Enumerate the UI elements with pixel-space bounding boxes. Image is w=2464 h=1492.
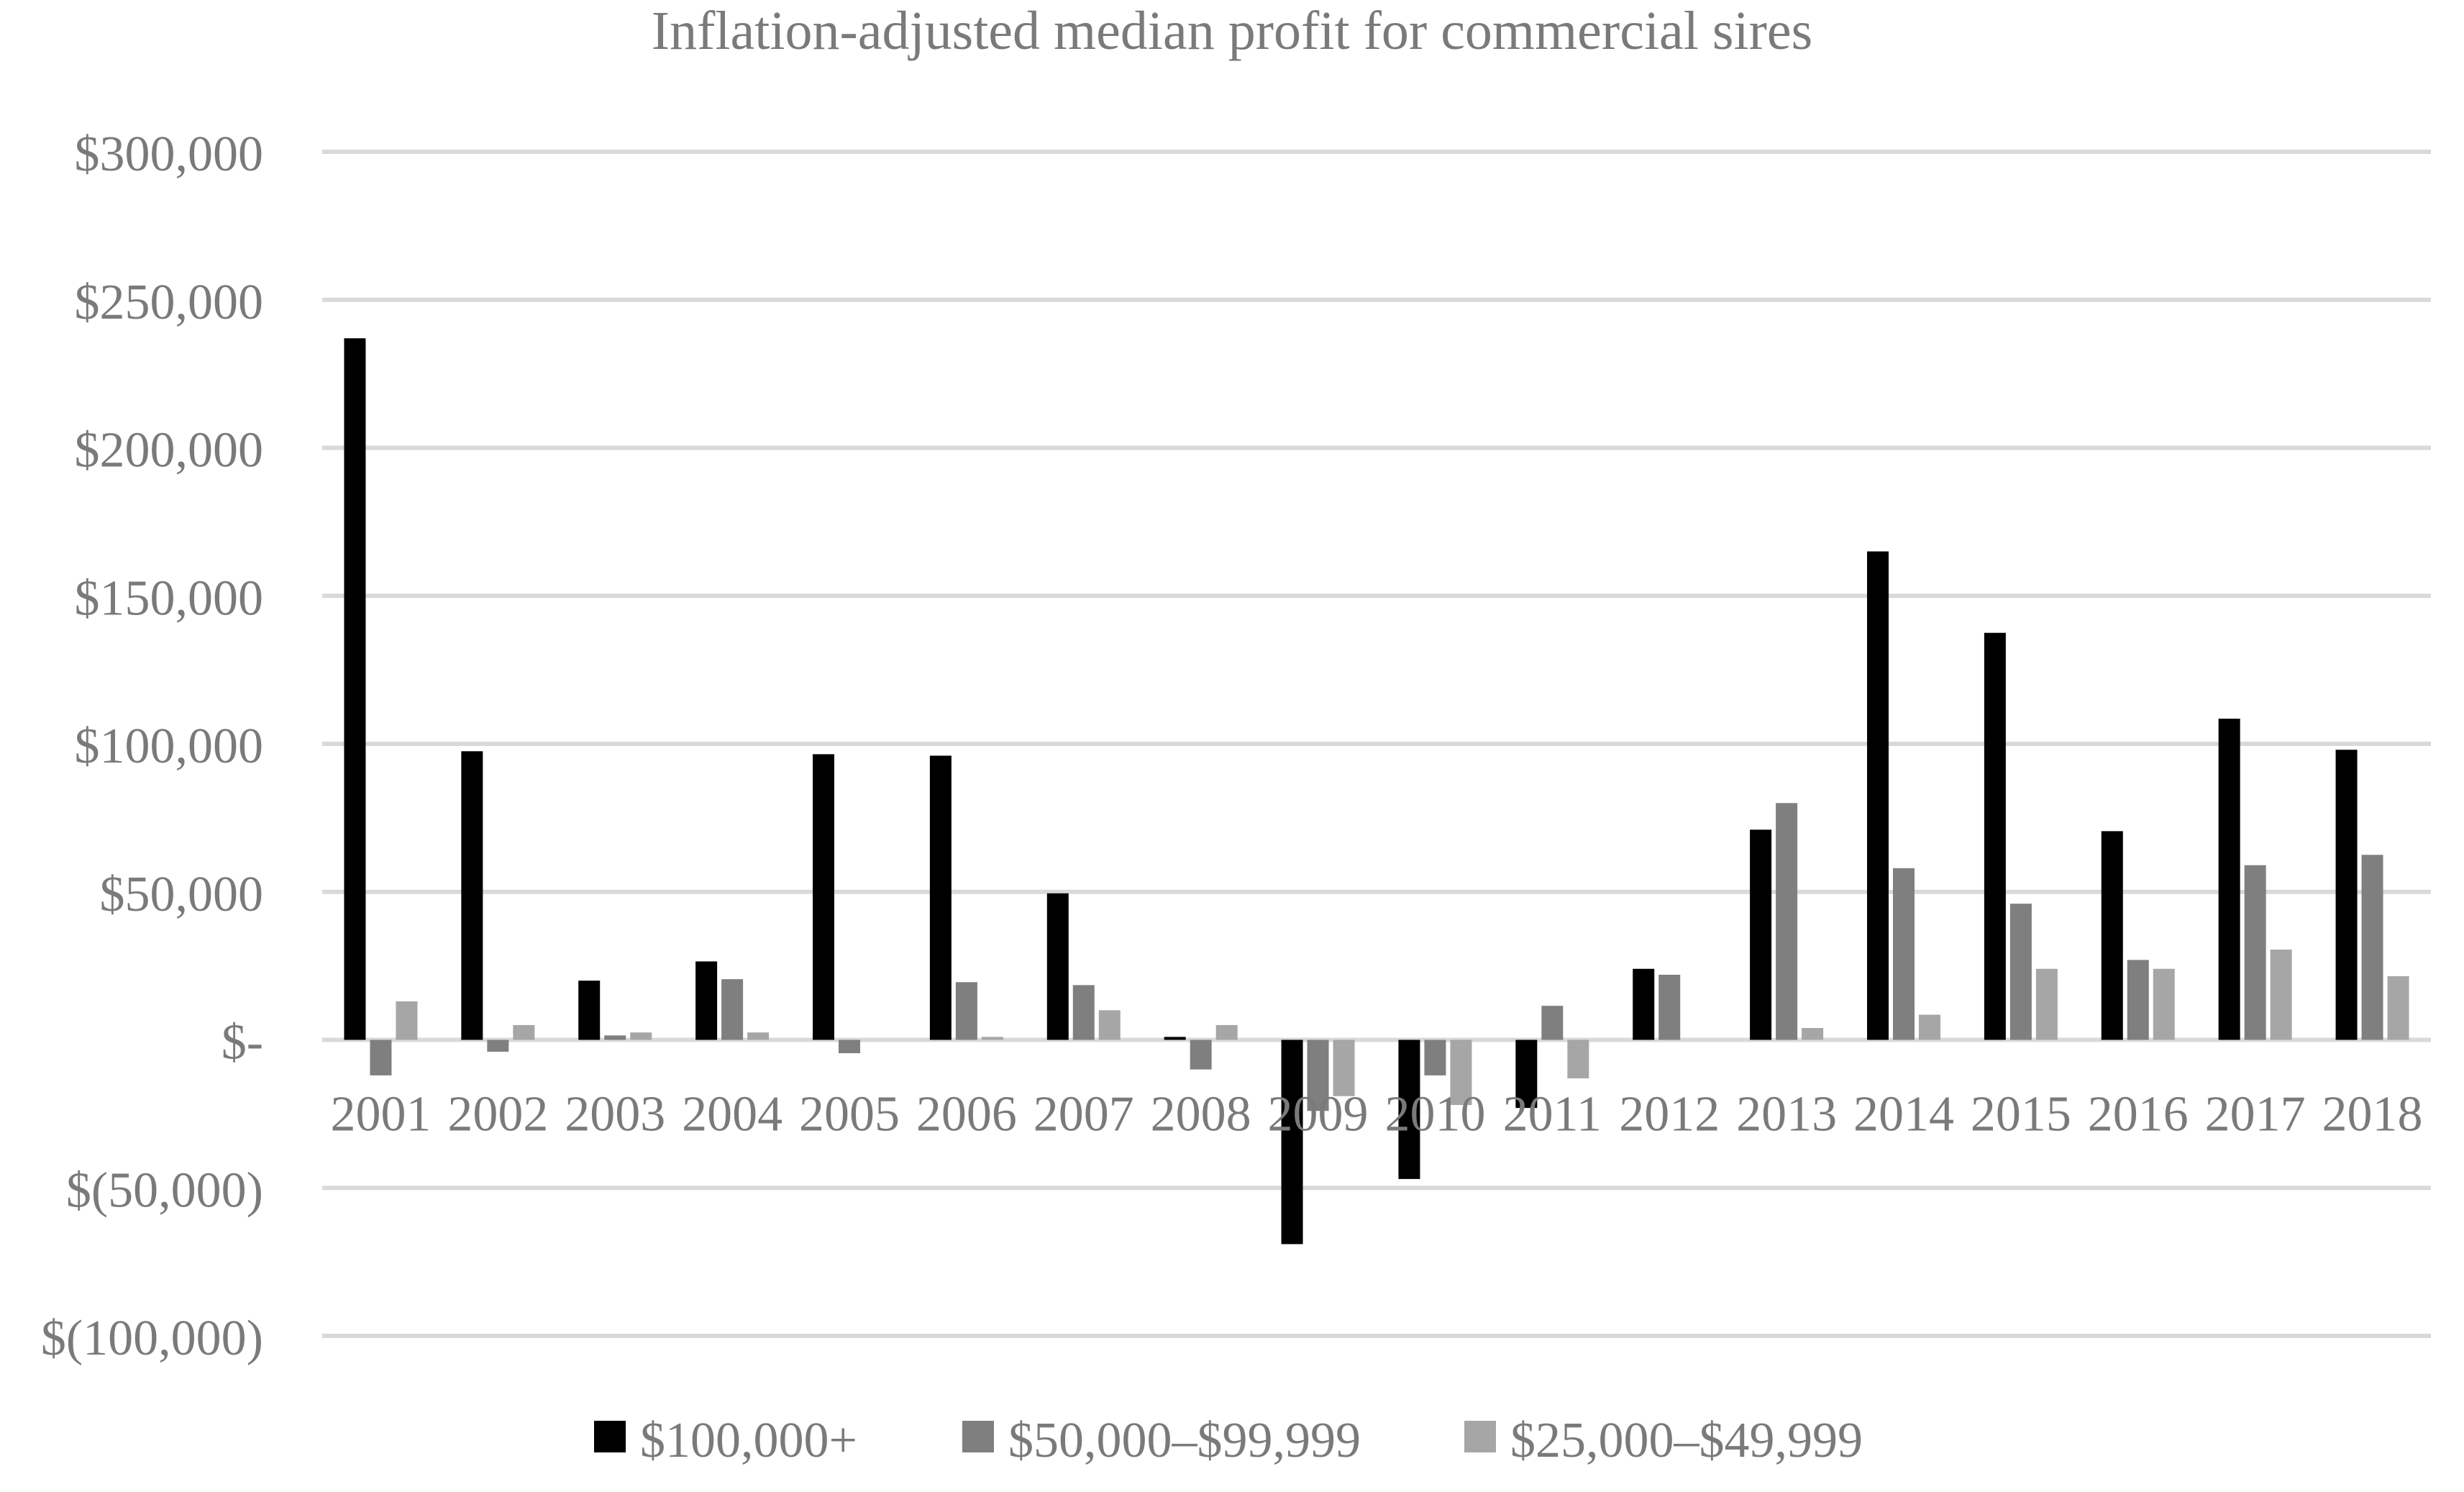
x-tick-label: 2004 [682, 1087, 782, 1142]
bar [721, 979, 744, 1040]
bar [1333, 1040, 1355, 1096]
y-tick-label: $(50,000) [66, 1163, 263, 1218]
legend: $100,000+ $50,000–$99,999 $25,000–$49,999 [594, 1413, 1863, 1468]
bar [1893, 868, 1915, 1040]
y-tick-label: $100,000 [75, 719, 264, 774]
y-tick-label: $250,000 [75, 275, 264, 330]
y-axis-tick-labels: $300,000 $250,000 $200,000 $150,000 $100,000… [41, 127, 263, 1366]
y-tick-label: $50,000 [100, 867, 264, 922]
bar [1281, 1040, 1303, 1245]
x-tick-label: 2017 [2205, 1087, 2306, 1142]
bar [1398, 1040, 1420, 1179]
y-tick-label: $150,000 [75, 570, 264, 626]
bar [1190, 1040, 1212, 1070]
bar [2361, 855, 2383, 1040]
bar [2335, 750, 2358, 1040]
y-tick-label: $- [222, 1015, 263, 1070]
y-tick-label: $300,000 [75, 127, 264, 182]
x-tick-label: 2018 [2322, 1087, 2423, 1142]
bar [955, 982, 977, 1040]
bar [1567, 1040, 1589, 1078]
x-tick-label: 2006 [916, 1087, 1017, 1142]
bar [929, 755, 952, 1040]
bar [2153, 968, 2175, 1040]
bar [1215, 1024, 1238, 1040]
legend-label: $50,000–$99,999 [1008, 1413, 1361, 1468]
bar [747, 1032, 770, 1040]
bar [630, 1032, 652, 1040]
bar [1541, 1006, 1564, 1040]
bar [695, 961, 718, 1040]
bar [1046, 893, 1069, 1040]
bar [396, 1001, 418, 1040]
x-tick-label: 2010 [1384, 1087, 1485, 1142]
bar [461, 751, 483, 1040]
bar [2244, 865, 2266, 1040]
x-tick-label: 2003 [565, 1087, 665, 1142]
x-axis-tick-labels: 2001 2002 2003 2004 2005 2006 2007 2008 2009 2010… [330, 1087, 2422, 1142]
bar [2035, 968, 2058, 1040]
y-tick-label: $200,000 [75, 423, 264, 478]
x-tick-label: 2008 [1151, 1087, 1251, 1142]
bar [1802, 1028, 1824, 1040]
bar [1984, 632, 2006, 1040]
bar [1867, 551, 1889, 1040]
y-tick-label: $(100,000) [41, 1311, 263, 1366]
bar [2127, 960, 2149, 1040]
bar [578, 981, 601, 1040]
x-tick-label: 2007 [1033, 1087, 1134, 1142]
bar [1515, 1040, 1538, 1109]
x-tick-label: 2011 [1503, 1087, 1602, 1142]
legend-label: $100,000+ [640, 1413, 857, 1468]
bar [1424, 1040, 1446, 1075]
x-tick-label: 2001 [330, 1087, 431, 1142]
bar [2270, 949, 2292, 1040]
bar [344, 338, 366, 1040]
bar [2009, 904, 2032, 1040]
legend-swatch [962, 1421, 994, 1452]
legend-label: $25,000–$49,999 [1510, 1413, 1863, 1468]
bars [344, 338, 2409, 1245]
x-tick-label: 2016 [2088, 1087, 2189, 1142]
bar [1450, 1040, 1472, 1106]
legend-swatch [594, 1421, 626, 1452]
bar [1307, 1040, 1329, 1111]
bar [2218, 719, 2240, 1040]
chart-title: Inflation-adjusted median profit for com… [652, 1, 1812, 61]
bar [1098, 1010, 1121, 1040]
x-tick-label: 2005 [799, 1087, 900, 1142]
x-tick-label: 2015 [1971, 1087, 2071, 1142]
bar [1919, 1014, 1940, 1040]
bar [2387, 976, 2409, 1040]
x-tick-label: 2009 [1268, 1087, 1369, 1142]
bar [2101, 831, 2123, 1040]
gridlines [322, 150, 2431, 1338]
bar [370, 1040, 392, 1075]
bar [513, 1024, 535, 1040]
bar [1633, 968, 1655, 1040]
bar [981, 1037, 1003, 1040]
bar [813, 754, 834, 1040]
bar [1750, 829, 1772, 1040]
bar [1776, 803, 1798, 1040]
x-tick-label: 2013 [1736, 1087, 1837, 1142]
bar [839, 1040, 860, 1054]
x-tick-label: 2002 [447, 1087, 548, 1142]
bar [1072, 985, 1095, 1040]
legend-swatch [1464, 1421, 1496, 1452]
bar [1658, 974, 1681, 1040]
bar [487, 1040, 509, 1052]
bar [1164, 1037, 1186, 1040]
bar [604, 1035, 626, 1040]
x-tick-label: 2012 [1619, 1087, 1720, 1142]
x-tick-label: 2014 [1853, 1087, 1954, 1142]
